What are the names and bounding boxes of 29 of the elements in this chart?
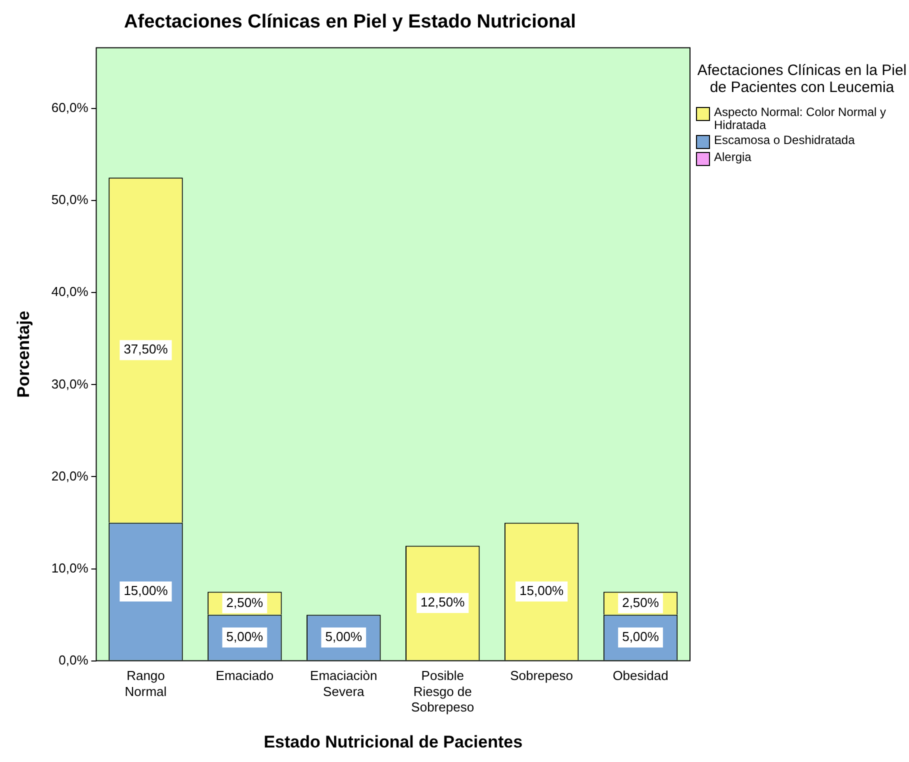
data-label: 15,00% xyxy=(124,583,168,598)
y-tick-label: 50,0% xyxy=(51,192,89,208)
legend-label: Escamosa o Deshidratada xyxy=(714,133,855,147)
data-label: 12,50% xyxy=(420,594,466,610)
x-tick-label: Emaciaciòn Severa xyxy=(310,668,378,699)
y-tick-label: 0,0% xyxy=(58,652,89,668)
x-tick-label: Emaciado xyxy=(216,668,274,684)
x-tick-label: Posible Riesgo de Sobrepeso xyxy=(411,668,474,714)
data-label: 2,50% xyxy=(226,594,264,610)
y-tick-label: 60,0% xyxy=(51,100,89,116)
y-tick-label: 30,0% xyxy=(51,376,89,392)
legend-label: Aspecto Normal: Color Normal y Hidratada xyxy=(714,105,888,132)
y-tick-label: 10,0% xyxy=(51,560,89,576)
x-tick-label: Rango Normal xyxy=(124,668,167,699)
legend-label: Alergia xyxy=(714,150,752,164)
data-label: 5,00% xyxy=(226,629,264,644)
chart-title: Afectaciones Clínicas en Piel y Estado Nutricional xyxy=(124,12,576,33)
x-tick-label: Obesidad xyxy=(612,668,668,684)
y-tick-label: 20,0% xyxy=(51,468,89,484)
y-tick-label: 40,0% xyxy=(51,284,89,300)
y-axis-title: Porcentaje xyxy=(14,310,33,398)
data-label: 37,50% xyxy=(124,342,168,357)
data-label: 2,50% xyxy=(622,594,660,610)
data-label: 15,00% xyxy=(520,583,564,598)
legend-title: Afectaciones Clínicas en la Piel de Pacientes con Leucemia xyxy=(696,62,908,96)
data-label: 5,00% xyxy=(622,629,660,644)
x-tick-label: Sobrepeso xyxy=(510,668,574,684)
x-axis-title: Estado Nutricional de Pacientes xyxy=(264,732,523,752)
data-label: 5,00% xyxy=(325,629,363,644)
